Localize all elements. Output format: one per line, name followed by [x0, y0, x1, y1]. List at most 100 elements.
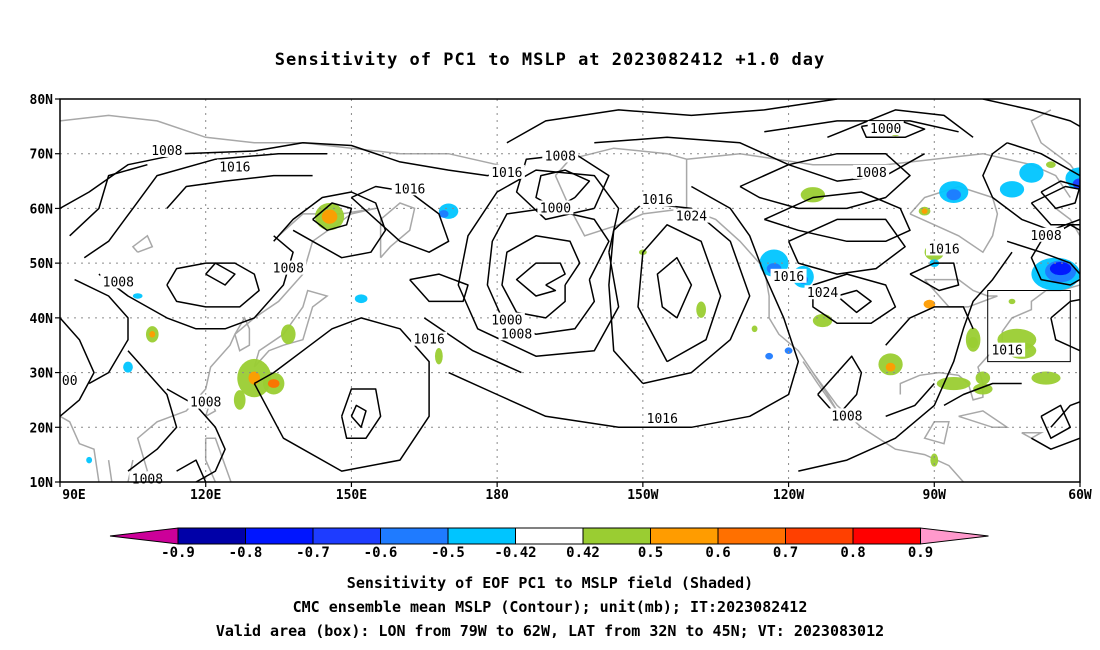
mslp-contour: [827, 109, 974, 138]
contour-label-bg: [542, 148, 579, 163]
colorbar-tick-label: 0.5: [637, 545, 664, 561]
coastline: [923, 421, 950, 445]
sensitivity-patch: [123, 361, 133, 373]
mslp-contour: [885, 383, 935, 418]
mslp-contour: [1030, 224, 1080, 286]
colorbar-bin: [785, 527, 854, 545]
mslp-contour: [273, 191, 387, 259]
colorbar-bin: [515, 527, 584, 545]
contour-label: 1016: [642, 193, 673, 208]
coastline: [131, 234, 154, 253]
sensitivity-patch: [975, 371, 991, 385]
coastline: [686, 207, 965, 482]
colorbar-tick-label: -0.8: [228, 545, 263, 561]
mslp-contour: [885, 306, 974, 346]
colorbar-bin: [447, 527, 516, 545]
mslp-contour: [1031, 437, 1080, 450]
sensitivity-patch: [149, 330, 156, 338]
mslp-contour: [515, 262, 566, 297]
contour-label-bg: [216, 159, 253, 174]
colorbar-bin: [852, 527, 921, 545]
contour-label: 1024: [676, 210, 707, 225]
lat-tick-label: 80N: [30, 93, 54, 108]
sensitivity-patch: [248, 371, 261, 385]
colorbar-tick-label: 0.7: [772, 545, 799, 561]
contour-labels: 1008101610161016100810001016102410001008…: [59, 121, 1064, 487]
mslp-contour: [764, 120, 959, 133]
mslp-contour: [1006, 240, 1080, 276]
contour-label-bg: [537, 200, 574, 215]
mslp-contour: [340, 388, 382, 439]
colorbar-low-extension: [109, 527, 179, 545]
sensitivity-patch: [267, 379, 280, 388]
contour-label: 1008: [190, 396, 221, 411]
lon-tick-label: 150W: [627, 488, 658, 503]
caption-line-3: Valid area (box): LON from 79W to 62W, L…: [215, 622, 885, 640]
contour-label: 1016: [394, 182, 425, 197]
sensitivity-patch: [973, 383, 993, 395]
contour-label: 1016: [991, 344, 1022, 359]
sensitivity-patch: [751, 325, 758, 333]
coastlines: [60, 109, 1080, 482]
coastline: [107, 459, 134, 482]
latitude-ticks: 80N 70N 60N 50N 40N 30N 20N 10N: [30, 93, 60, 491]
lat-tick-label: 10N: [30, 476, 54, 491]
coastline: [234, 316, 251, 352]
contour-label: 1008: [831, 409, 862, 424]
colorbar-tick-label: 0.9: [907, 545, 934, 561]
mslp-contour: [1050, 400, 1080, 428]
coastline: [1021, 432, 1044, 440]
colorbar-high-extension: [920, 527, 989, 545]
contour-label: 1008: [273, 262, 304, 277]
contour-label: 1008: [1030, 229, 1061, 244]
mslp-contour: [787, 218, 906, 275]
colorbar-bin: [312, 527, 381, 545]
coastline: [253, 289, 329, 368]
mslp-contour: [501, 235, 581, 319]
lat-tick-label: 50N: [30, 257, 54, 272]
mslp-contour: [60, 317, 95, 417]
mslp-contour: [486, 207, 610, 336]
sensitivity-patch: [930, 453, 939, 467]
mslp-contour: [457, 169, 620, 357]
contour-label: 1008: [545, 149, 576, 164]
sensitivity-patch: [968, 337, 979, 348]
contour-label: 1024: [807, 286, 838, 301]
mslp-contour: [812, 273, 897, 325]
mslp-contour: [312, 202, 353, 232]
contour-label-bg: [673, 208, 710, 223]
sensitivity-patch: [999, 181, 1025, 198]
lat-tick-label: 40N: [30, 312, 54, 327]
contour-label: 1008: [132, 472, 163, 487]
contour-label: 1016: [491, 166, 522, 181]
coastline: [60, 415, 100, 482]
mslp-contour: [909, 262, 960, 292]
mslp-contour: [608, 202, 751, 385]
mslp-contour: [423, 317, 522, 374]
lat-tick-label: 70N: [30, 148, 54, 163]
colorbar: [109, 527, 989, 545]
mslp-contour: [1050, 298, 1080, 352]
contour-label: 1000: [491, 314, 522, 329]
mslp-contour: [1040, 180, 1080, 210]
sensitivity-patch: [434, 347, 443, 365]
colorbar-tick-label: 0.42: [566, 545, 600, 561]
mslp-contour: [982, 99, 1080, 247]
mslp-contour: [763, 191, 911, 243]
sensitivity-patch: [354, 294, 368, 304]
sensitivity-patch: [1031, 371, 1061, 385]
contour-label-bg: [391, 181, 428, 196]
sensitivity-patch: [438, 210, 449, 218]
contour-label: 00: [62, 374, 78, 389]
contour-label-bg: [804, 285, 841, 300]
colorbar-tick-label: -0.9: [161, 545, 195, 561]
contour-label-bg: [270, 260, 307, 275]
sensitivity-patch: [784, 347, 793, 354]
contour-label-bg: [488, 164, 525, 179]
contour-label: 1008: [103, 275, 134, 290]
lon-tick-label: 120W: [773, 488, 804, 503]
contour-label-bg: [867, 121, 904, 136]
lon-tick-label: 150E: [336, 488, 367, 503]
contour-label-bg: [828, 408, 865, 423]
colorbar-tick-label: -0.5: [431, 545, 465, 561]
